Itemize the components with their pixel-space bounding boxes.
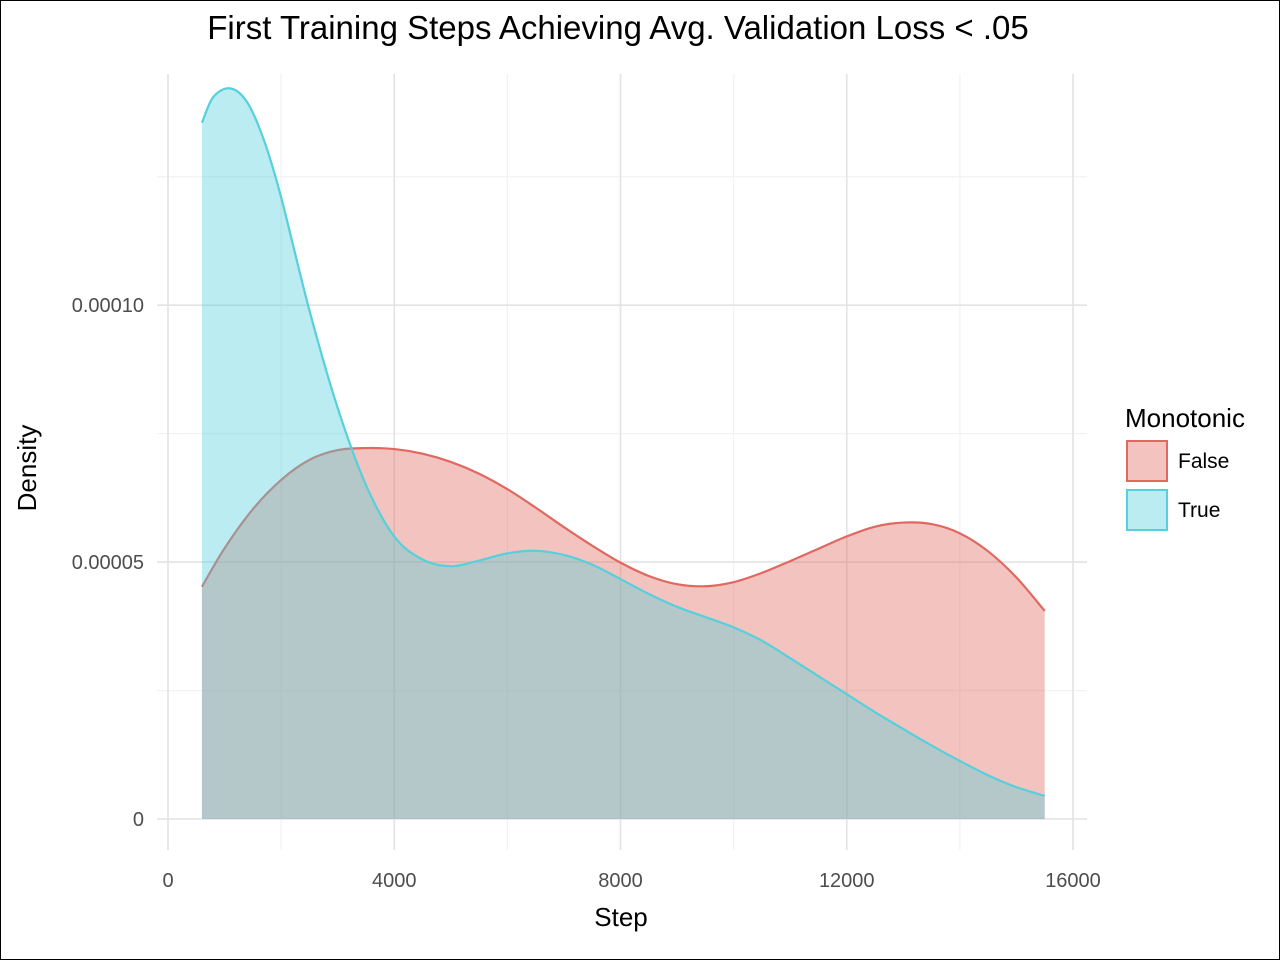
legend-label-true: True	[1178, 499, 1220, 522]
x-tick-label: 0	[162, 870, 173, 892]
x-tick-label: 4000	[372, 870, 417, 892]
x-tick-label: 12000	[819, 870, 875, 892]
density-line-false	[200, 446, 1046, 612]
major-gridlines	[157, 74, 1087, 850]
x-tick-label: 8000	[598, 870, 643, 892]
y-tick-label: 0.00005	[72, 552, 144, 574]
y-axis-ticks: 0 0.00005 0.00010	[72, 295, 144, 831]
density-line-true	[200, 87, 1046, 797]
chart-title: First Training Steps Achieving Avg. Vali…	[207, 9, 1029, 46]
series-areas	[200, 87, 1046, 819]
y-tick-label: 0	[133, 809, 144, 831]
legend: Monotonic False True	[1125, 403, 1245, 531]
x-axis-ticks: 0 4000 8000 12000 16000	[162, 870, 1100, 892]
density-area-false	[201, 447, 1045, 819]
density-area-true	[201, 88, 1045, 819]
y-axis-title: Density	[12, 425, 42, 512]
legend-key-true	[1126, 489, 1168, 531]
minor-gridlines	[157, 74, 1087, 850]
legend-items: False True	[1126, 440, 1229, 531]
x-tick-label: 16000	[1045, 870, 1101, 892]
legend-key-false	[1126, 440, 1168, 482]
legend-label-false: False	[1178, 450, 1229, 473]
legend-title: Monotonic	[1125, 403, 1245, 433]
x-axis-title: Step	[594, 902, 648, 932]
y-tick-label: 0.00010	[72, 295, 144, 317]
